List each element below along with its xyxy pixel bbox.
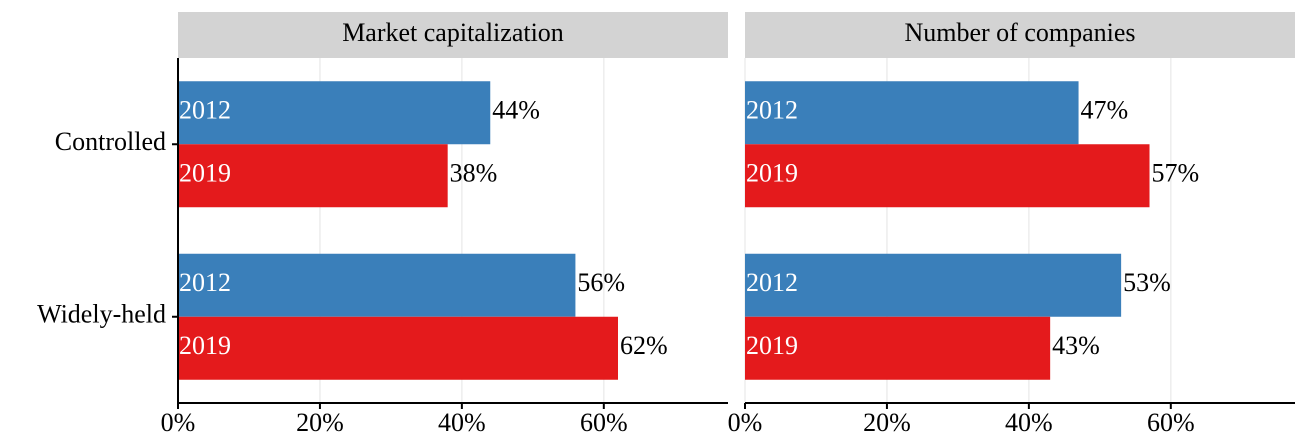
x-tick-label: 0% (161, 408, 196, 437)
value-label: 44% (492, 96, 540, 125)
x-tick-label: 0% (728, 408, 763, 437)
bar (178, 81, 491, 145)
x-tick-label: 40% (1005, 408, 1053, 437)
facet-title: Market capitalization (342, 18, 564, 47)
bar-series-label: 2019 (746, 159, 798, 188)
x-tick-label: 20% (296, 408, 344, 437)
bar (745, 316, 1051, 380)
x-tick-label: 60% (580, 408, 628, 437)
value-label: 47% (1081, 96, 1129, 125)
value-label: 43% (1052, 331, 1100, 360)
x-tick-label: 60% (1147, 408, 1195, 437)
value-label: 56% (577, 268, 625, 297)
bar (178, 316, 618, 380)
bar-series-label: 2019 (746, 331, 798, 360)
facet-strip (178, 12, 728, 58)
bar-series-label: 2019 (179, 159, 231, 188)
x-tick-label: 40% (438, 408, 486, 437)
bar-series-label: 2012 (746, 268, 798, 297)
bar (745, 81, 1079, 145)
bar (178, 144, 448, 208)
x-tick-label: 20% (863, 408, 911, 437)
bar-series-label: 2012 (179, 96, 231, 125)
bar-series-label: 2012 (746, 96, 798, 125)
facet-title: Number of companies (904, 18, 1135, 47)
bar-series-label: 2012 (179, 268, 231, 297)
value-label: 62% (620, 331, 668, 360)
bar (745, 144, 1150, 208)
value-label: 53% (1123, 268, 1171, 297)
facet-strip (745, 12, 1295, 58)
y-tick-label: Controlled (55, 127, 166, 156)
bar-series-label: 2019 (179, 331, 231, 360)
bar (178, 253, 576, 317)
value-label: 38% (450, 159, 498, 188)
value-label: 57% (1152, 159, 1200, 188)
y-tick-label: Widely-held (37, 300, 166, 329)
bar (745, 253, 1122, 317)
